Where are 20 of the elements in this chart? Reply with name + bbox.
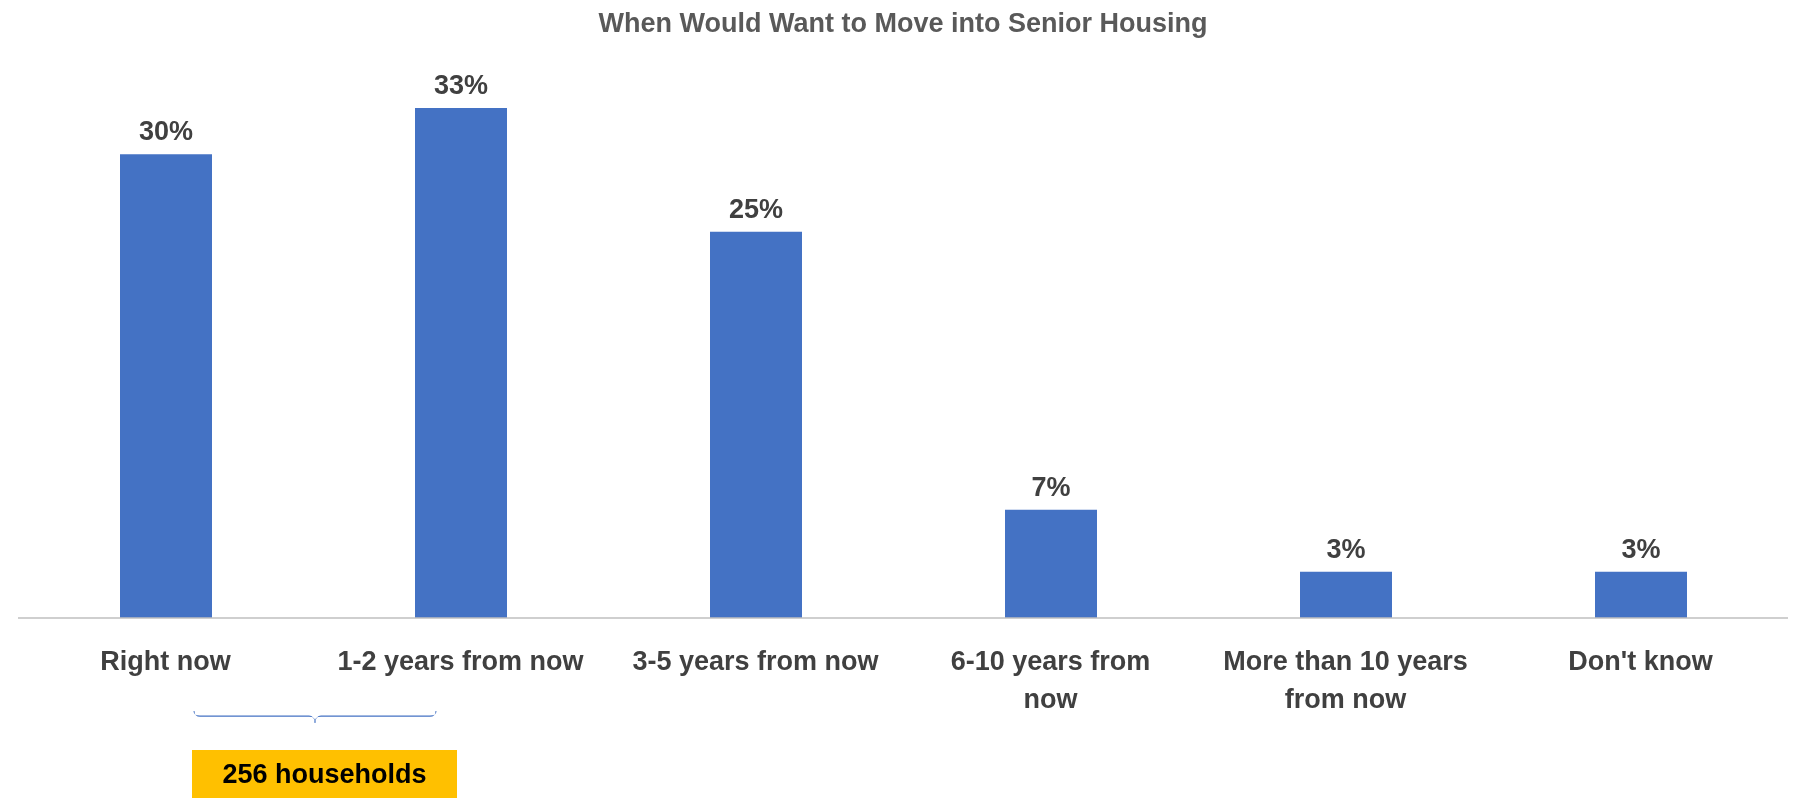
data-label: 3% (1326, 533, 1366, 564)
x-tick-label: Don't know (1568, 646, 1714, 676)
bar (1595, 571, 1687, 618)
data-label: 3% (1621, 533, 1661, 564)
x-tick-label: 6-10 years from now (950, 646, 1151, 714)
x-tick-label: More than 10 years from now (1223, 646, 1468, 714)
data-label: 7% (1031, 471, 1071, 502)
text: 256 households (192, 750, 457, 798)
x-tick-label: 1-2 years from now (337, 646, 585, 676)
chart-title: When Would Want to Move into Senior Housing (597, 8, 1209, 40)
bar (1005, 509, 1097, 618)
x-tick-label: Right now (100, 646, 232, 676)
bar (120, 154, 212, 618)
data-label: 30% (138, 116, 194, 147)
data-label: 33% (433, 70, 489, 100)
x-tick-label: 3-5 years from now (632, 646, 880, 676)
bar (710, 231, 802, 618)
bar (1300, 571, 1392, 618)
bar (415, 108, 507, 618)
data-label: 25% (728, 193, 784, 224)
